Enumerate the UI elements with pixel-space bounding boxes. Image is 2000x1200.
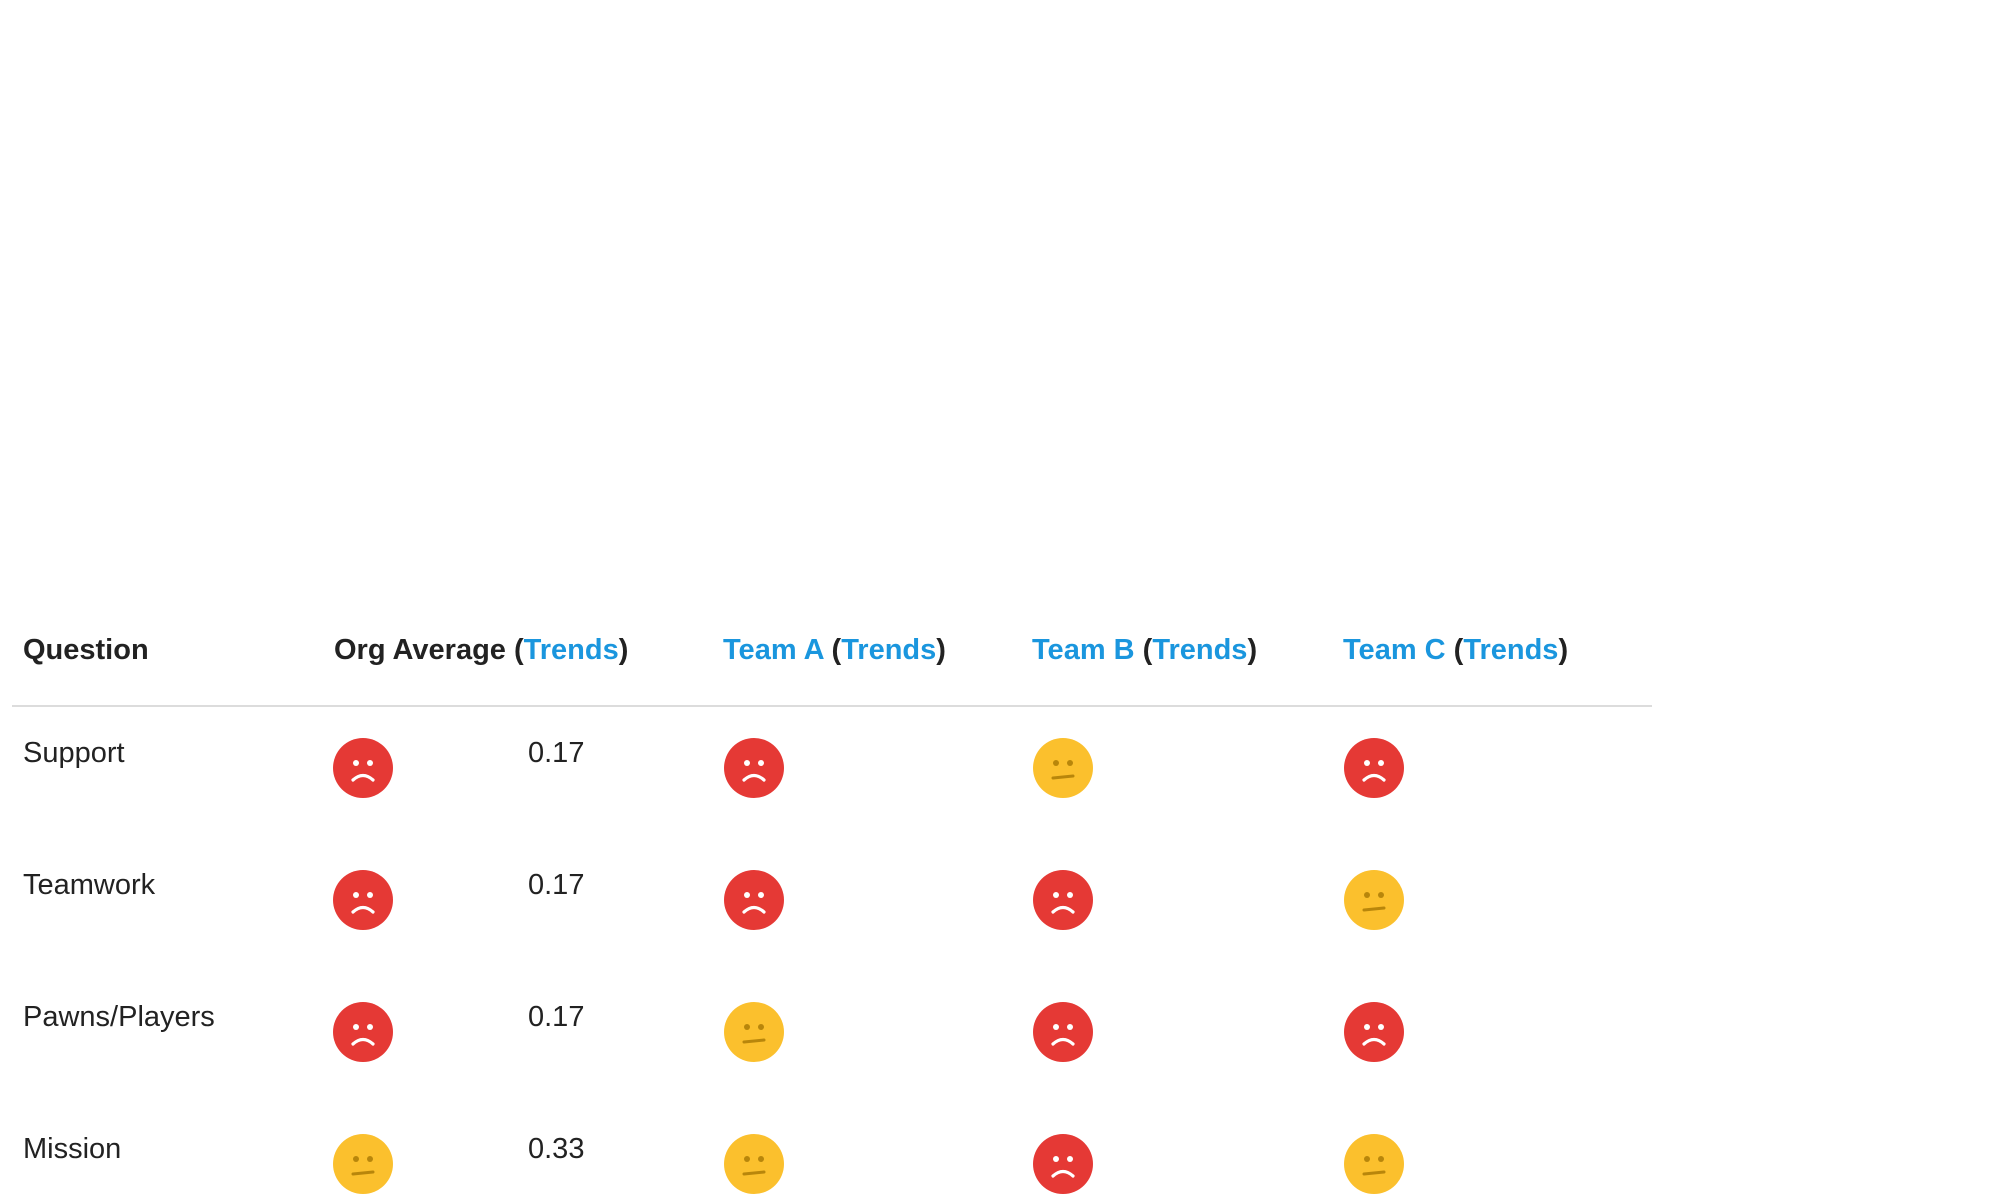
sad-face-icon (1343, 737, 1405, 799)
close-paren: ) (1247, 634, 1258, 666)
header-question: Question (23, 634, 149, 666)
question-label: Teamwork (23, 869, 156, 901)
neutral-face-icon (1343, 869, 1405, 931)
sad-face-icon (332, 737, 394, 799)
org-average-value: 0.17 (528, 1001, 585, 1033)
sad-face-icon (1032, 1001, 1094, 1063)
close-paren: ) (1558, 634, 1569, 666)
sad-face-icon (1343, 1001, 1405, 1063)
open-paren: ( (1142, 634, 1153, 666)
table-row: Teamwork 0.17 (12, 839, 1652, 971)
neutral-face-icon (723, 1133, 785, 1195)
neutral-face-icon (723, 1001, 785, 1063)
sad-face-icon (723, 737, 785, 799)
sad-face-icon (1032, 869, 1094, 931)
close-paren: ) (936, 634, 946, 666)
header-team-a: Team A (Trends) (723, 634, 946, 667)
header-org-average: Org Average (Trends) (334, 634, 628, 667)
sad-face-icon (1032, 1133, 1094, 1195)
results-table: Question Org Average (Trends) Team A (Tr… (12, 620, 1652, 1200)
team-c-link[interactable]: Team C (1343, 634, 1446, 666)
sad-face-icon (332, 1001, 394, 1063)
neutral-face-icon (1032, 737, 1094, 799)
org-average-value: 0.17 (528, 737, 585, 769)
team-b-trends-link[interactable]: Trends (1152, 634, 1248, 666)
sad-face-icon (332, 869, 394, 931)
team-c-trends-link[interactable]: Trends (1463, 634, 1559, 666)
table-header: Question Org Average (Trends) Team A (Tr… (12, 620, 1652, 707)
org-average-value: 0.33 (528, 1133, 585, 1165)
header-team-c: Team C (Trends) (1343, 634, 1568, 667)
header-org-label: Org Average (334, 634, 506, 666)
sad-face-icon (723, 869, 785, 931)
open-paren: ( (1453, 634, 1464, 666)
table-body: Support 0.17 Teamwork 0.17 Pawns/Players 0.17… (12, 707, 1652, 1200)
close-paren: ) (618, 634, 629, 666)
org-trends-link[interactable]: Trends (523, 634, 619, 666)
neutral-face-icon (332, 1133, 394, 1195)
team-b-link[interactable]: Team B (1032, 634, 1135, 666)
table-row: Support 0.17 (12, 707, 1652, 839)
table-row: Pawns/Players 0.17 (12, 971, 1652, 1103)
team-a-trends-link[interactable]: Trends (841, 634, 937, 666)
question-label: Mission (23, 1133, 122, 1165)
org-average-value: 0.17 (528, 869, 585, 901)
open-paren: ( (513, 634, 524, 666)
question-label: Pawns/Players (23, 1001, 215, 1033)
team-a-link[interactable]: Team A (723, 634, 824, 666)
question-label: Support (23, 737, 125, 769)
open-paren: ( (831, 634, 842, 666)
neutral-face-icon (1343, 1133, 1405, 1195)
header-team-b: Team B (Trends) (1032, 634, 1257, 667)
table-row: Mission 0.33 (12, 1103, 1652, 1200)
